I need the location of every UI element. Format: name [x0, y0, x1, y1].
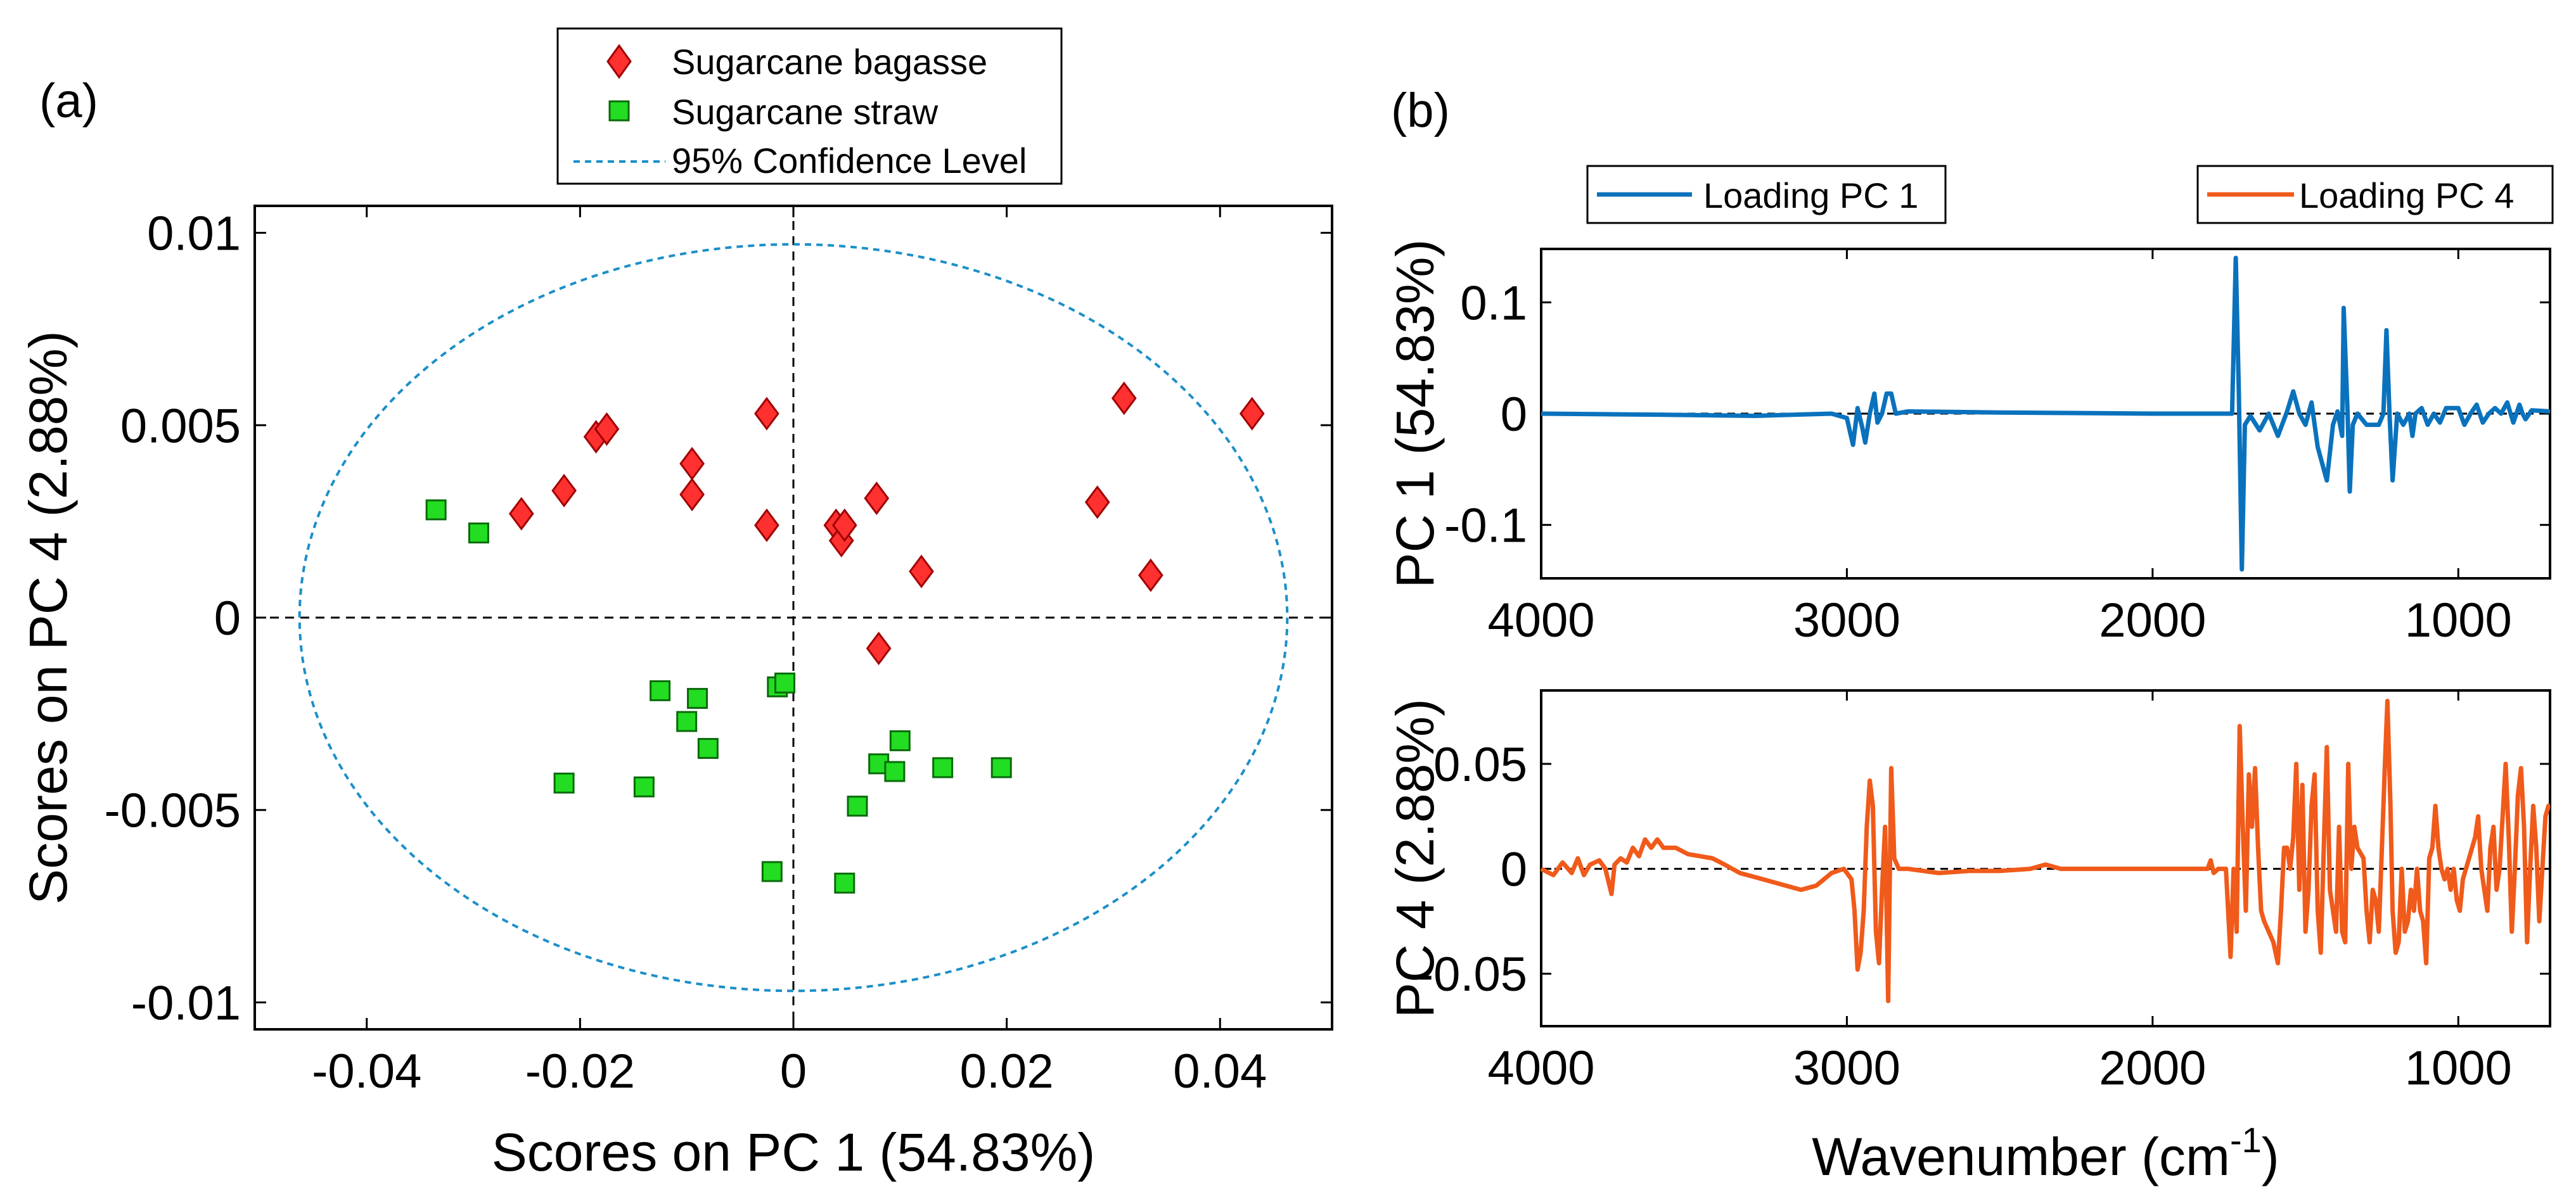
loading-pc1-legend: Loading PC 1 — [1586, 165, 1947, 224]
straw-point — [932, 757, 954, 778]
x-tick-label: -0.02 — [525, 1045, 635, 1098]
bagasse-point — [909, 554, 934, 588]
bagasse-point — [551, 474, 577, 508]
wavenumber-xlabel-main: Wavenumber (cm — [1812, 1127, 2230, 1186]
straw-point — [676, 711, 698, 732]
panel-b-label: (b) — [1391, 84, 1450, 137]
confidence-ellipse — [298, 243, 1289, 993]
pc1-x-tick-label: 4000 — [1487, 594, 1594, 647]
score-plot-ylabel: Scores on PC 4 (2.88%) — [18, 331, 78, 905]
score-plot-legend: Sugarcane bagasse Sugarcane straw 95% Co… — [556, 27, 1063, 185]
bagasse-point — [831, 508, 857, 542]
legend-label-straw: Sugarcane straw — [672, 92, 939, 132]
x-tick-label: -0.04 — [312, 1045, 421, 1098]
straw-point — [650, 680, 671, 701]
score-plot-xlabel: Scores on PC 1 (54.83%) — [492, 1122, 1095, 1182]
straw-point — [774, 672, 796, 694]
x-tick-label: 0 — [780, 1045, 807, 1098]
bagasse-point — [1111, 381, 1137, 416]
bagasse-point — [594, 412, 620, 446]
bagasse-point — [866, 632, 892, 666]
pc4-x-tick-label: 3000 — [1793, 1041, 1900, 1095]
straw-point — [847, 796, 868, 817]
bagasse-point — [508, 497, 534, 531]
pc1-x-tick-label: 1000 — [2405, 594, 2512, 647]
pc1-y-tick-label: 0 — [1501, 388, 1527, 442]
panel-a-label: (a) — [39, 74, 98, 128]
bagasse-point — [1137, 558, 1163, 592]
y-tick-label: 0 — [214, 592, 241, 645]
straw-point — [468, 522, 489, 543]
pc4-y-tick-label: 0 — [1501, 843, 1527, 897]
x-tick-label: 0.02 — [960, 1045, 1054, 1098]
loading-pc1-panel: (b) Loading PC 1 4000 3000 2000 1000 -0.1 0 0.… — [1385, 84, 2551, 647]
score-plot-panel: (a) -0.04 -0.02 0 0.02 0.04 -0.01 -0.005 0 0.005… — [18, 27, 1333, 1182]
score-plot-points — [425, 381, 1265, 894]
loading-pc4-legend: Loading PC 4 — [2196, 165, 2554, 224]
score-plot-ticks: -0.04 -0.02 0 0.02 0.04 -0.01 -0.005 0 0.005 0.01 — [105, 206, 1332, 1098]
straw-point — [761, 861, 783, 882]
straw-point — [834, 872, 855, 894]
score-legend-box — [556, 27, 1063, 185]
straw-point — [990, 757, 1012, 778]
loading-pc1-legend-label: Loading PC 1 — [1703, 175, 1918, 215]
straw-point — [889, 730, 911, 751]
pc4-x-tick-label: 4000 — [1487, 1041, 1594, 1095]
bagasse-point — [1084, 485, 1110, 519]
straw-point — [687, 688, 708, 709]
bagasse-point — [1239, 397, 1265, 431]
pc4-y-tick-label: -0.05 — [1418, 948, 1527, 1001]
straw-point — [633, 776, 655, 797]
bagasse-point — [754, 508, 779, 542]
y-tick-label: -0.01 — [131, 976, 241, 1030]
loading-pc4-series-line — [1540, 699, 2551, 1003]
pc1-x-tick-label: 2000 — [2099, 594, 2206, 647]
loading-pc4-legend-label: Loading PC 4 — [2299, 175, 2514, 215]
pc1-x-tick-label: 3000 — [1793, 594, 1900, 647]
pc1-y-tick-label: 0.1 — [1460, 276, 1527, 330]
loading-pc4-ylabel: PC 4 (2.88%) — [1385, 699, 1445, 1018]
pc4-x-tick-label: 2000 — [2099, 1041, 2206, 1095]
straw-point — [425, 499, 447, 521]
legend-diamond-marker — [606, 44, 632, 79]
straw-point — [553, 772, 575, 794]
pc4-y-tick-label: 0.05 — [1433, 738, 1527, 792]
bagasse-point — [754, 397, 779, 431]
bagasse-point — [679, 447, 705, 481]
bagasse-point — [864, 481, 890, 516]
confidence-ellipse-group — [298, 243, 1289, 993]
y-tick-label: 0.01 — [147, 207, 241, 261]
bagasse-point — [679, 478, 705, 512]
loading-pc1-ylabel: PC 1 (54.83%) — [1385, 239, 1445, 588]
loading-pc4-ticks: 4000 3000 2000 1000 -0.05 0 0.05 — [1418, 690, 2550, 1095]
legend-label-bagasse: Sugarcane bagasse — [672, 42, 987, 82]
wavenumber-xlabel-suffix: ) — [2262, 1127, 2279, 1186]
pc4-x-tick-label: 1000 — [2405, 1041, 2512, 1095]
y-tick-label: 0.005 — [120, 399, 241, 453]
loading-pc1-ticks: 4000 3000 2000 1000 -0.1 0 0.1 — [1444, 249, 2550, 647]
wavenumber-xlabel-superscript: -1 — [2230, 1120, 2262, 1160]
loading-pc4-plot-area — [1540, 689, 2551, 1027]
legend-label-confidence: 95% Confidence Level — [672, 141, 1027, 181]
zero-lines — [255, 206, 1332, 1029]
legend-square-marker — [608, 100, 630, 122]
straw-point — [697, 738, 719, 759]
wavenumber-xlabel: Wavenumber (cm-1) — [1812, 1120, 2279, 1186]
loading-pc4-panel: Loading PC 4 4000 3000 2000 1000-0.0500.05 … — [1385, 165, 2554, 1186]
pc1-y-tick-label: -0.1 — [1444, 499, 1527, 553]
straw-point — [884, 761, 906, 782]
x-tick-label: 0.04 — [1173, 1045, 1267, 1098]
y-tick-label: -0.005 — [105, 784, 241, 838]
loading-pc1-series-line — [1541, 255, 2551, 572]
